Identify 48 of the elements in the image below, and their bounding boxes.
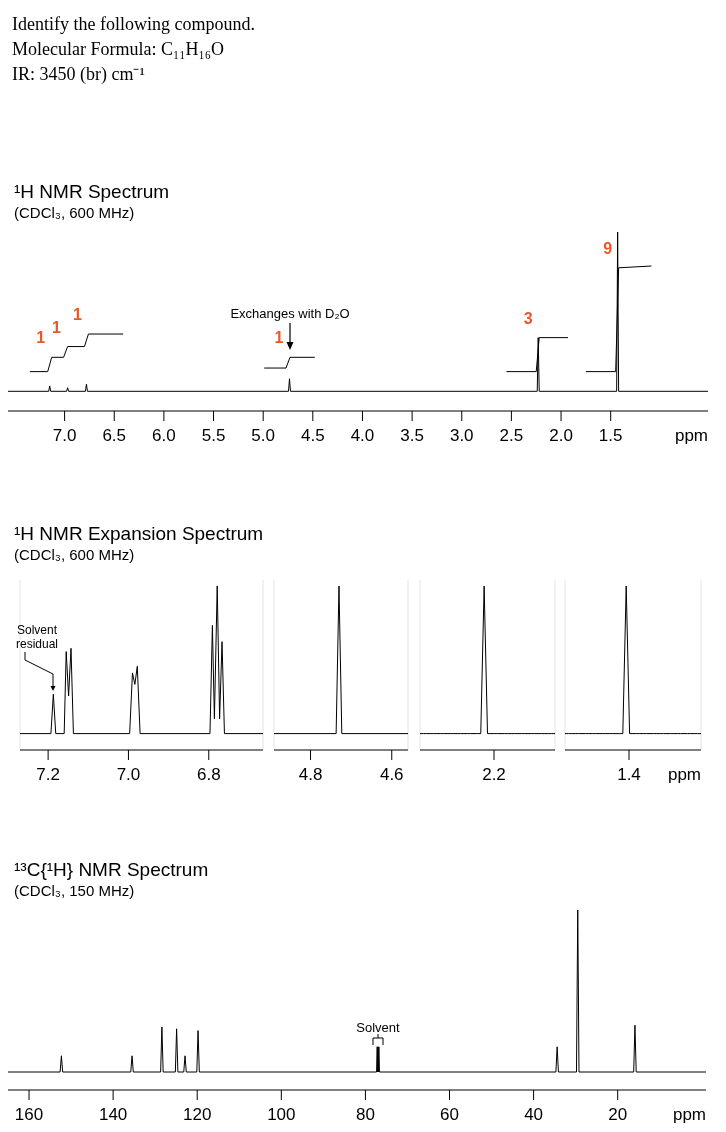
annotation: 1 xyxy=(72,306,82,324)
x-tick-label: 5.0 xyxy=(251,426,275,445)
annotation: 9 xyxy=(603,239,613,257)
x-tick-label: 7.0 xyxy=(52,426,77,445)
x-tick-label: 120 xyxy=(183,1105,212,1124)
x-tick-label: 140 xyxy=(98,1105,128,1124)
x-axis-title: ppm xyxy=(667,765,701,784)
annotation: Exchanges with D₂O xyxy=(230,306,350,321)
x-tick-label: 3.5 xyxy=(400,426,424,445)
x-tick-label: 20 xyxy=(608,1105,628,1124)
x-tick-label: 4.6 xyxy=(379,765,404,784)
x-tick-label: 3.0 xyxy=(449,426,474,445)
chart-title: ¹H NMR Expansion Spectrum xyxy=(14,523,264,544)
x-tick-label: 160 xyxy=(14,1105,44,1124)
text: Identify the following compound. xyxy=(12,14,255,34)
x-tick-label: 40 xyxy=(524,1105,544,1124)
x-tick-label: 7.0 xyxy=(116,765,141,784)
annotation: 1 xyxy=(36,329,46,347)
x-tick-label: 4.5 xyxy=(301,426,325,445)
annotation: 1 xyxy=(274,329,284,347)
chart-title: ¹H NMR Spectrum xyxy=(14,181,170,202)
x-tick-label: 6.5 xyxy=(102,426,127,445)
annotation: 3 xyxy=(523,309,533,327)
x-axis-title: ppm xyxy=(674,426,708,445)
x-tick-label: 2.0 xyxy=(549,426,573,445)
x-tick-label: 4.0 xyxy=(350,426,375,445)
text: 2.2 xyxy=(482,765,506,784)
annotation: Solvent xyxy=(356,1020,401,1035)
x-tick-label: 6.8 xyxy=(196,765,221,784)
x-tick-label: 1.5 xyxy=(598,426,623,445)
text: Molecular Formula: C₁₁H₁₆O xyxy=(12,39,225,59)
chart-subtitle: (CDCl₃, 150 MHz) xyxy=(14,882,135,899)
x-tick-label: 7.2 xyxy=(36,765,60,784)
chart-subtitle: (CDCl₃, 600 MHz) xyxy=(14,546,135,563)
annotation: Solvent residual xyxy=(15,623,59,651)
x-tick-label: 60 xyxy=(440,1105,459,1124)
chart-title: ¹³C{¹H} NMR Spectrum xyxy=(14,859,209,880)
x-tick-label: 100 xyxy=(267,1105,296,1124)
x-tick-label: 80 xyxy=(355,1105,375,1124)
chart-subtitle: (CDCl₃, 600 MHz) xyxy=(14,204,135,221)
x-tick-label: 6.0 xyxy=(152,426,176,445)
x-tick-label: 4.8 xyxy=(298,765,323,784)
x-axis-title: ppm xyxy=(672,1105,706,1124)
x-tick-label: 2.5 xyxy=(499,426,524,445)
text: 1.4 xyxy=(617,765,641,784)
annotation: 1 xyxy=(52,318,62,336)
text: IR: 3450 (br) cm⁻¹ xyxy=(12,64,145,85)
x-tick-label: 5.5 xyxy=(201,426,226,445)
